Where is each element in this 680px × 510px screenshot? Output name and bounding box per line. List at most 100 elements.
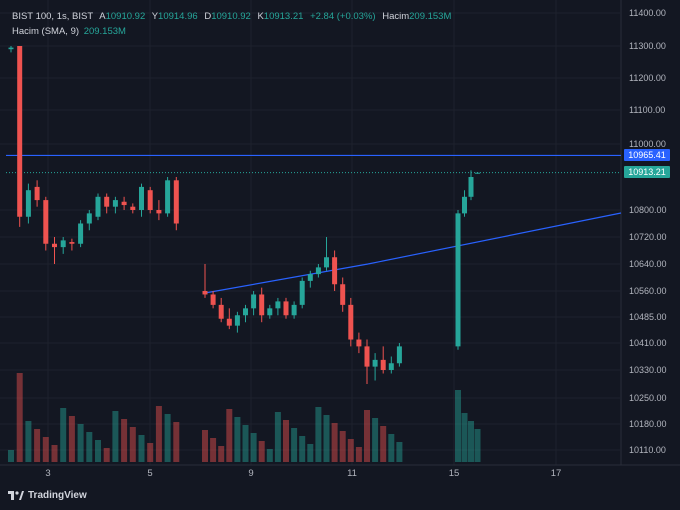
- indicator-value: 209.153M: [83, 26, 126, 37]
- y-tick-label: 11400.00: [629, 8, 666, 18]
- candle-body: [139, 186, 144, 210]
- volume-bar: [455, 390, 461, 462]
- volume-bar: [155, 406, 162, 462]
- volume-bar: [372, 418, 379, 462]
- volume-bar: [95, 440, 101, 462]
- candle-body: [251, 294, 257, 309]
- volume-bar: [315, 407, 322, 462]
- close-label: K: [257, 11, 264, 22]
- volume-bar: [242, 425, 249, 462]
- y-tick-label: 11100.00: [629, 105, 665, 115]
- symbol-header: BIST 100, 1s, BIST A10910.92 Y10914.96 D…: [12, 11, 455, 22]
- volume-bar: [147, 443, 154, 462]
- resistance-price-tag: 10965.41: [624, 149, 670, 161]
- candle-body: [275, 301, 281, 309]
- volume-bar: [258, 441, 265, 462]
- candle-body: [226, 318, 232, 326]
- y-tick-label: 10110.00: [629, 445, 666, 455]
- low-label: D: [204, 11, 212, 22]
- candle-body: [121, 201, 127, 206]
- candle-body: [78, 223, 84, 244]
- volume-bar: [218, 446, 225, 462]
- candle-body: [315, 267, 321, 275]
- volume-bar: [42, 437, 49, 462]
- volume-bar: [307, 444, 314, 462]
- candle-body: [173, 180, 179, 224]
- low-value: 10910.92: [211, 11, 251, 22]
- volume-bar: [266, 449, 273, 462]
- candle-body: [104, 196, 110, 207]
- volume-bar: [461, 413, 468, 462]
- candle-body: [95, 196, 101, 217]
- candle-body: [340, 284, 346, 305]
- candle-body: [8, 47, 14, 50]
- change-value: +2.84 (+0.03%): [310, 11, 376, 22]
- volume-bar: [173, 422, 180, 462]
- candle-body: [332, 257, 338, 285]
- candle-body: [202, 291, 208, 295]
- candle-body: [468, 177, 474, 197]
- candle-body: [259, 294, 265, 316]
- candle-body: [234, 315, 240, 326]
- volume-bar: [60, 408, 67, 462]
- volume-bar: [347, 439, 354, 462]
- candle-body: [52, 243, 57, 248]
- volume-bar: [103, 448, 110, 462]
- candle-body: [396, 346, 402, 364]
- volume-bar: [331, 423, 338, 462]
- candle-body: [462, 196, 467, 214]
- symbol-name[interactable]: BIST 100, 1s, BIST: [12, 11, 94, 22]
- y-tick-label: 10410.00: [629, 338, 667, 348]
- candle-body: [243, 308, 248, 316]
- trendline-support: [204, 263, 369, 294]
- candle-body: [218, 304, 224, 319]
- volume-label: Hacim: [382, 11, 410, 22]
- volume-bar: [68, 416, 75, 462]
- volume-bar: [339, 431, 346, 462]
- volume-bar: [323, 415, 330, 462]
- y-tick-label: 11000.00: [629, 139, 666, 149]
- volume-bar: [388, 434, 395, 462]
- volume-bar: [468, 421, 474, 462]
- x-tick-label: 9: [248, 468, 253, 479]
- candle-body: [69, 242, 75, 244]
- volume-bar: [380, 426, 387, 462]
- tradingview-logo[interactable]: TradingView: [8, 490, 87, 501]
- y-tick-label: 11200.00: [629, 73, 666, 83]
- last-price-tag: 10913.21: [624, 166, 670, 178]
- volume-bar: [234, 417, 241, 462]
- y-tick-label: 10720.00: [629, 232, 667, 242]
- candle-body: [364, 346, 370, 367]
- volume-bar: [121, 419, 128, 462]
- y-tick-label: 10180.00: [629, 419, 667, 429]
- candle-body: [291, 304, 297, 316]
- x-tick-label: 5: [147, 468, 152, 479]
- y-tick-label: 10485.00: [629, 312, 667, 322]
- candle-body: [17, 46, 23, 217]
- volume-bar: [129, 427, 136, 462]
- candle-body: [324, 257, 329, 268]
- volume-bar: [396, 442, 403, 462]
- volume-bar: [274, 412, 281, 462]
- indicator-legend[interactable]: Hacim (SMA, 9) 209.153M: [12, 26, 126, 37]
- candle-body: [388, 363, 394, 370]
- brand-label: TradingView: [28, 490, 87, 501]
- volume-bar: [8, 450, 14, 462]
- y-tick-label: 10800.00: [629, 205, 667, 215]
- volume-bar: [164, 414, 171, 462]
- volume-bar: [250, 433, 257, 462]
- candle-body: [283, 301, 289, 316]
- open-label: A: [99, 11, 106, 22]
- high-label: Y: [151, 11, 159, 22]
- x-tick-label: 11: [347, 468, 357, 479]
- y-tick-label: 10250.00: [629, 393, 667, 403]
- volume-bar: [25, 421, 32, 462]
- candle-body: [165, 180, 171, 214]
- candle-body: [455, 213, 461, 347]
- volume-bar: [77, 424, 84, 462]
- candle-body: [348, 304, 354, 340]
- volume-bar: [474, 429, 481, 462]
- y-tick-label: 10640.00: [629, 259, 667, 269]
